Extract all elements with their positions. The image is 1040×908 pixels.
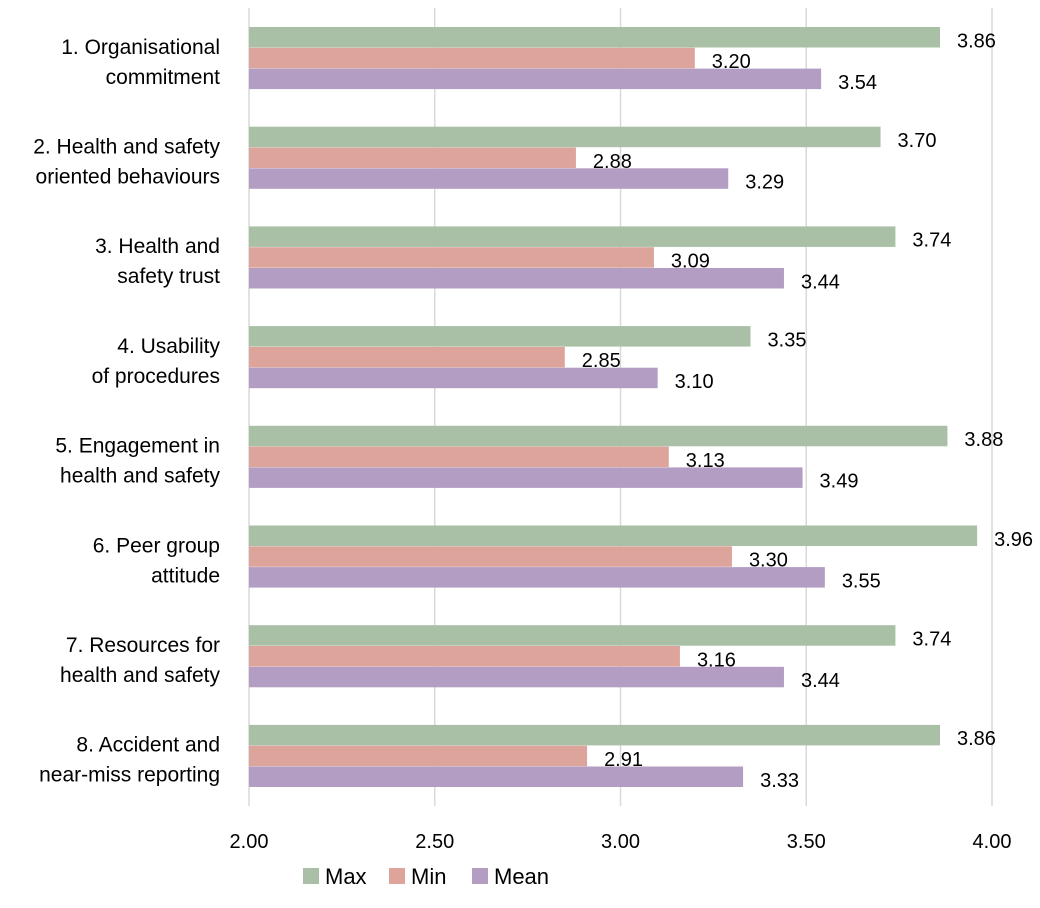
bar-mean <box>249 766 744 787</box>
value-label-max: 3.86 <box>957 728 996 750</box>
legend-swatch-mean <box>472 868 488 884</box>
bar-mean <box>249 567 825 588</box>
category-label: oriented behaviours <box>36 165 220 188</box>
value-label-min: 3.16 <box>697 649 736 671</box>
x-tick-label: 2.00 <box>230 831 269 853</box>
bar-min <box>249 745 588 767</box>
category-label: health and safety <box>60 465 220 488</box>
bar-mean <box>249 467 803 488</box>
x-tick-label: 2.50 <box>415 831 454 853</box>
bar-max <box>249 326 751 347</box>
bar-min <box>249 546 732 567</box>
value-labels: 3.86 3.20 3.54 3.70 2.88 3.29 3.74 3.09 3.44 3.35… <box>582 30 1033 792</box>
value-label-mean: 3.54 <box>838 72 877 94</box>
value-label-max: 3.74 <box>912 230 951 252</box>
value-label-mean: 3.29 <box>745 172 784 194</box>
x-tick-label: 3.50 <box>787 831 826 853</box>
value-label-min: 2.88 <box>593 151 632 173</box>
category-label: 7. Resources for <box>66 634 220 657</box>
category-label: attitude <box>151 564 220 587</box>
bar-min <box>249 346 565 368</box>
category-label: 8. Accident and <box>76 734 220 757</box>
bar-max <box>249 724 940 746</box>
category-label: near-miss reporting <box>39 764 220 787</box>
legend-label-mean: Mean <box>494 864 549 889</box>
x-axis-tick-labels: 2.00 2.50 3.00 3.50 4.00 <box>230 831 1012 853</box>
category-label: 4. Usability <box>117 335 220 358</box>
bar-max <box>249 126 881 148</box>
x-tick-label: 3.00 <box>601 831 640 853</box>
category-label: of procedures <box>92 365 220 388</box>
category-label: 5. Engagement in <box>55 435 220 458</box>
value-label-max: 3.88 <box>964 429 1003 451</box>
value-label-mean: 3.49 <box>820 471 859 493</box>
bars <box>249 27 978 787</box>
legend-swatch-min <box>389 868 405 884</box>
legend-label-max: Max <box>325 864 367 889</box>
bar-mean <box>249 268 784 289</box>
bar-min <box>249 147 576 168</box>
category-label: 2. Health and safety <box>33 135 220 158</box>
bar-min <box>249 247 654 268</box>
value-label-max: 3.74 <box>912 628 951 650</box>
legend-swatch-max <box>303 868 319 884</box>
value-label-mean: 3.44 <box>801 670 840 692</box>
category-label: 1. Organisational <box>61 36 220 59</box>
bar-min <box>249 446 669 468</box>
legend-label-min: Min <box>411 864 446 889</box>
value-label-min: 2.91 <box>604 749 643 771</box>
value-label-max: 3.70 <box>898 130 937 152</box>
bar-max <box>249 625 896 646</box>
legend: Max Min Mean <box>303 864 549 889</box>
category-labels: 1. Organisational commitment 2. Health and… <box>33 36 220 787</box>
bar-max <box>249 525 978 546</box>
category-label: 3. Health and <box>95 235 220 258</box>
bar-max <box>249 425 948 447</box>
category-label: safety trust <box>117 265 220 288</box>
value-label-mean: 3.10 <box>675 371 714 393</box>
bar-mean <box>249 666 784 688</box>
value-label-max: 3.35 <box>768 329 807 351</box>
category-label: 6. Peer group <box>93 534 220 557</box>
value-label-min: 3.13 <box>686 450 725 472</box>
category-label: health and safety <box>60 664 220 687</box>
value-label-mean: 3.33 <box>760 770 799 792</box>
value-label-mean: 3.55 <box>842 570 881 592</box>
value-label-max: 3.86 <box>957 30 996 52</box>
bar-mean <box>249 168 729 189</box>
bar-max <box>249 226 896 247</box>
value-label-min: 2.85 <box>582 350 621 372</box>
value-label-min: 3.09 <box>671 250 710 272</box>
bar-mean <box>249 367 658 389</box>
value-label-min: 3.20 <box>712 51 751 73</box>
bar-max <box>249 27 940 48</box>
value-label-mean: 3.44 <box>801 271 840 293</box>
category-label: commitment <box>106 66 221 89</box>
bar-min <box>249 646 680 667</box>
bar-mean <box>249 68 822 90</box>
bar-min <box>249 47 695 69</box>
value-label-max: 3.96 <box>994 529 1033 551</box>
value-label-min: 3.30 <box>749 550 788 572</box>
x-tick-label: 4.00 <box>973 831 1012 853</box>
